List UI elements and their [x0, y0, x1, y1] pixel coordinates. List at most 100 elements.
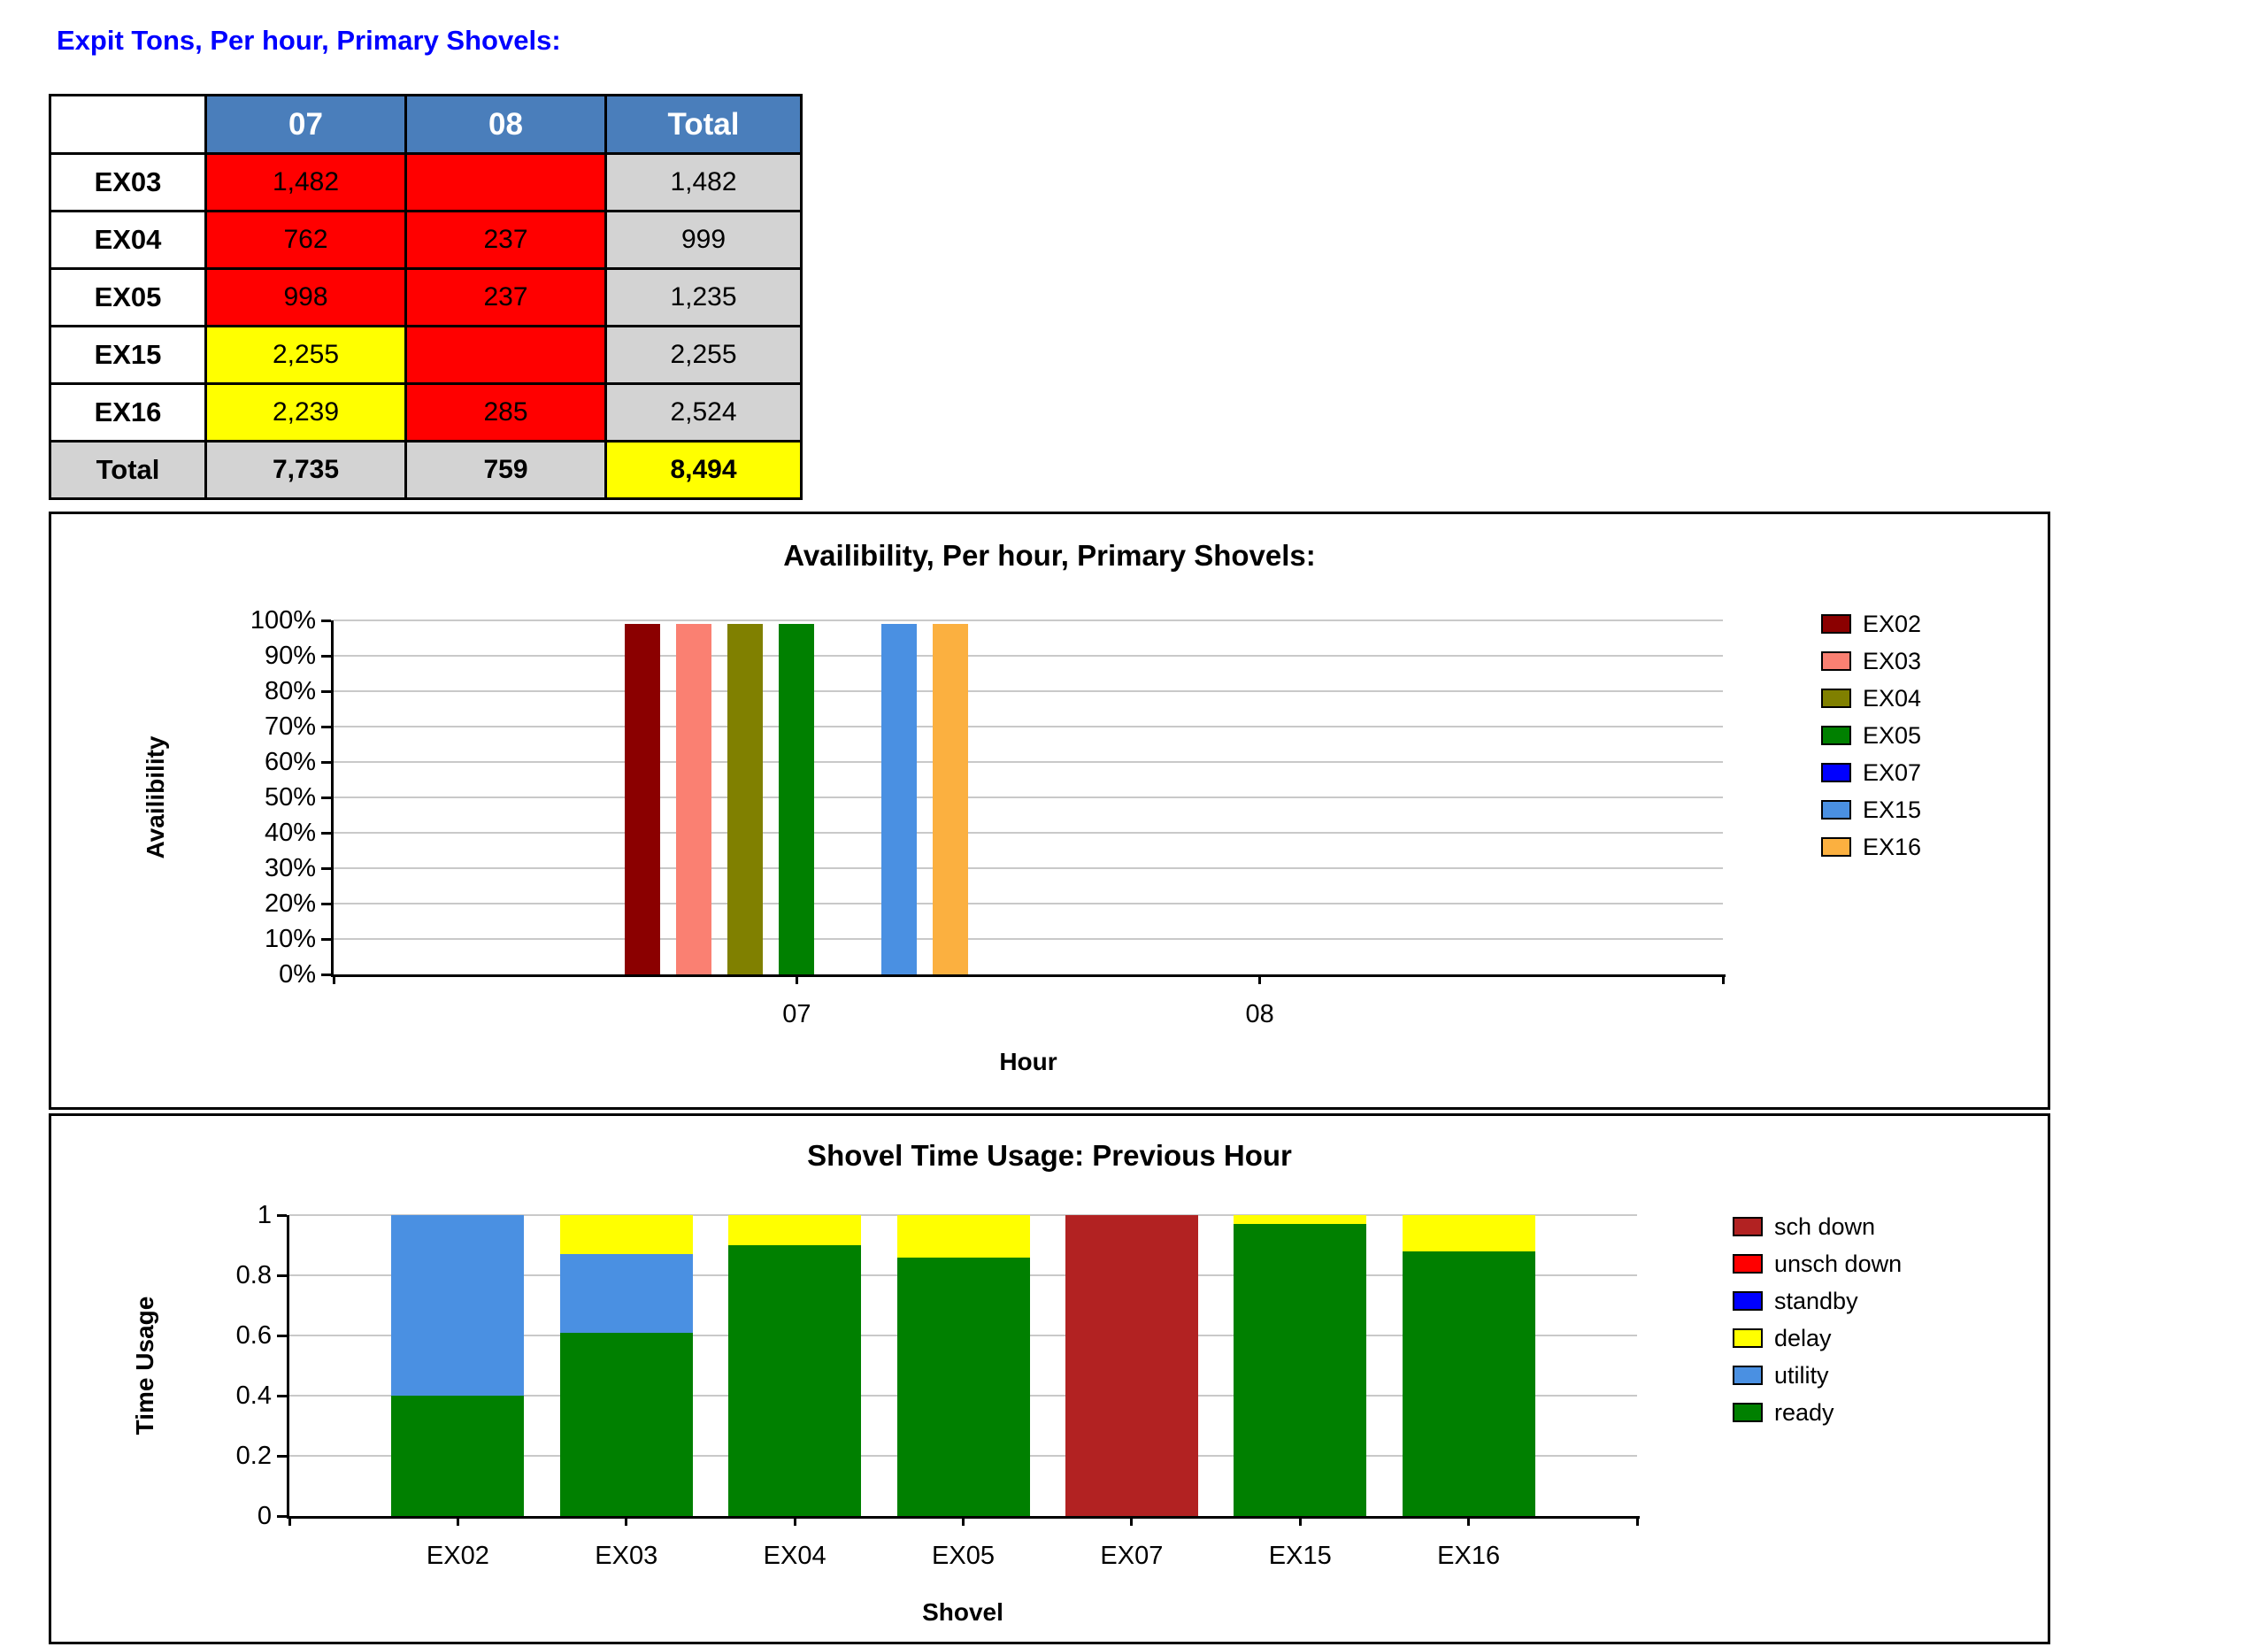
x-tick-mark — [1298, 1516, 1302, 1526]
time-usage-legend: sch down unsch down standby delay utility rea… — [1733, 1208, 1902, 1431]
bar-segment-delay — [896, 1215, 1030, 1258]
y-tick-label: 90% — [264, 642, 316, 670]
time-usage-chart-title: Shovel Time Usage: Previous Hour — [807, 1139, 1292, 1172]
legend-label: EX07 — [1863, 758, 1922, 786]
tons-table: 07 08 Total EX03 1,482 1,482 EX04 762 237 999 E… — [49, 94, 803, 500]
x-tick-mark — [962, 1516, 965, 1526]
bar-segment-delay — [559, 1215, 693, 1255]
legend-label: EX04 — [1863, 684, 1922, 712]
availability-chart: Availibility, Per hour, Primary Shovels:… — [49, 512, 2050, 1110]
legend-item: sch down — [1733, 1208, 1902, 1245]
legend-swatch — [1733, 1366, 1763, 1385]
time-usage-plot-area: 0 0.2 0.4 0.6 0.8 1 EX02 EX03 EX04 EX05 EX07 EX15 EX… — [236, 1201, 1640, 1570]
legend-label: ready — [1774, 1398, 1834, 1426]
table-cell: 2,239 — [204, 382, 407, 443]
y-tick-mark — [277, 1274, 287, 1277]
time-usage-x-axis-title: Shovel — [922, 1598, 1003, 1626]
bar-ex16 — [933, 624, 969, 974]
table-cell: 7,735 — [204, 440, 407, 500]
legend-swatch — [1733, 1403, 1763, 1422]
y-axis-line — [287, 1215, 289, 1516]
legend-item: EX04 — [1821, 680, 1921, 717]
y-tick-mark — [277, 1394, 287, 1397]
bar-ex03 — [676, 624, 712, 974]
availability-chart-title: Availibility, Per hour, Primary Shovels: — [783, 539, 1316, 572]
table-cell: 1,235 — [604, 267, 803, 327]
y-tick-label: 0.2 — [235, 1442, 272, 1470]
y-tick-mark — [321, 654, 331, 658]
availability-y-axis-title: Availibility — [142, 735, 169, 859]
time-usage-y-axis-title: Time Usage — [131, 1296, 158, 1435]
bar-segment-ready — [391, 1396, 525, 1516]
row-label: EX04 — [49, 210, 207, 270]
bar-segment-ready — [1402, 1251, 1535, 1516]
legend-item: ready — [1733, 1394, 1902, 1431]
table-row: EX16 2,239 285 2,524 — [49, 382, 803, 443]
row-label: EX15 — [49, 325, 207, 385]
table-cell: 237 — [404, 210, 607, 270]
y-tick-label: 0 — [257, 1502, 272, 1530]
x-tick-label: EX05 — [932, 1542, 995, 1570]
grid-line — [334, 938, 1723, 940]
y-tick-mark — [321, 796, 331, 799]
y-tick-label: 0% — [279, 960, 316, 989]
table-cell: 999 — [604, 210, 803, 270]
legend-label: EX02 — [1863, 610, 1922, 637]
x-tick-mark — [795, 974, 798, 984]
bar-segment-ready — [896, 1257, 1030, 1516]
x-tick-mark — [1635, 1516, 1639, 1526]
x-tick-label: EX15 — [1268, 1542, 1332, 1570]
legend-swatch — [1821, 763, 1851, 782]
y-tick-label: 70% — [264, 712, 316, 741]
legend-swatch — [1821, 614, 1851, 634]
x-tick-label: EX03 — [595, 1542, 658, 1570]
table-cell — [404, 325, 607, 385]
table-cell: 2,255 — [204, 325, 407, 385]
legend-swatch — [1733, 1217, 1763, 1236]
tons-table-header-row: 07 08 Total — [49, 94, 803, 155]
legend-swatch — [1821, 689, 1851, 708]
table-row: EX15 2,255 2,255 — [49, 325, 803, 385]
legend-label: utility — [1774, 1361, 1829, 1389]
legend-label: EX15 — [1863, 796, 1922, 823]
x-tick-mark — [793, 1516, 796, 1526]
table-cell — [404, 152, 607, 212]
bar-segment-utility — [391, 1215, 525, 1396]
table-cell: 1,482 — [204, 152, 407, 212]
legend-swatch — [1821, 837, 1851, 857]
bar-segment-delay — [1234, 1215, 1367, 1225]
legend-item: EX15 — [1821, 791, 1921, 828]
legend-item: EX05 — [1821, 717, 1921, 754]
y-axis-line — [331, 620, 334, 974]
legend-item: unsch down — [1733, 1245, 1902, 1282]
x-tick-label: 08 — [1245, 1000, 1274, 1028]
table-cell: 759 — [404, 440, 607, 500]
y-tick-mark — [277, 1213, 287, 1217]
legend-item: standby — [1733, 1282, 1902, 1320]
x-tick-mark — [332, 974, 335, 984]
legend-label: unsch down — [1774, 1250, 1903, 1277]
bar-ex02 — [625, 624, 661, 974]
bar-ex15 — [881, 624, 918, 974]
grid-line — [334, 726, 1723, 727]
table-cell: 2,524 — [604, 382, 803, 443]
bar-segment-sch-down — [1065, 1215, 1198, 1516]
y-tick-label: 50% — [264, 783, 316, 812]
bar-ex05 — [779, 624, 815, 974]
y-tick-mark — [321, 831, 331, 835]
y-tick-label: 80% — [264, 677, 316, 705]
x-tick-label: EX02 — [426, 1542, 489, 1570]
legend-label: EX03 — [1863, 647, 1922, 674]
legend-swatch — [1733, 1254, 1763, 1274]
time-usage-chart: Shovel Time Usage: Previous Hour Time Us… — [49, 1113, 2050, 1644]
bar-segment-ready — [1234, 1224, 1367, 1516]
y-tick-label: 0.8 — [235, 1261, 272, 1289]
y-tick-mark — [321, 760, 331, 764]
x-tick-label: EX07 — [1100, 1542, 1164, 1570]
y-tick-label: 20% — [264, 889, 316, 918]
tons-table-title: Expit Tons, Per hour, Primary Shovels: — [57, 25, 561, 56]
table-cell: 998 — [204, 267, 407, 327]
table-cell: 237 — [404, 267, 607, 327]
availability-legend: EX02 EX03 EX04 EX05 EX07 EX15 EX16 — [1821, 605, 1921, 866]
